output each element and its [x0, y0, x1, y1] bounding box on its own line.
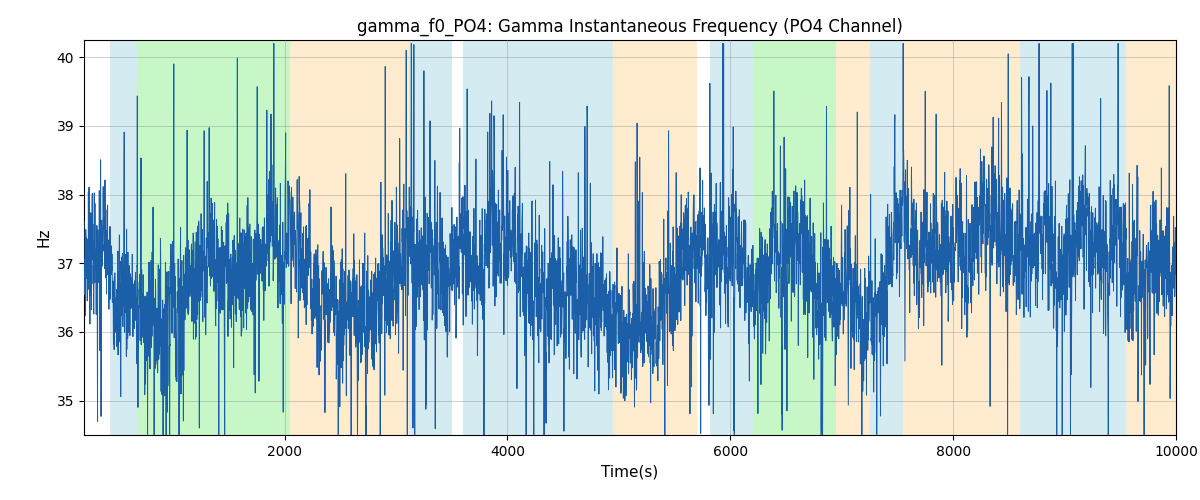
Bar: [836, 40, 870, 435]
Bar: [904, 40, 1020, 435]
Bar: [1020, 40, 1126, 435]
Bar: [613, 40, 697, 435]
Bar: [1126, 40, 1176, 435]
Bar: [463, 40, 613, 435]
Bar: [138, 40, 290, 435]
X-axis label: Time(s): Time(s): [601, 464, 659, 479]
Bar: [710, 40, 752, 435]
Bar: [290, 40, 409, 435]
Bar: [409, 40, 451, 435]
Y-axis label: Hz: Hz: [36, 228, 52, 247]
Bar: [870, 40, 904, 435]
Title: gamma_f0_PO4: Gamma Instantaneous Frequency (PO4 Channel): gamma_f0_PO4: Gamma Instantaneous Freque…: [358, 18, 902, 36]
Bar: [109, 40, 138, 435]
Bar: [752, 40, 836, 435]
